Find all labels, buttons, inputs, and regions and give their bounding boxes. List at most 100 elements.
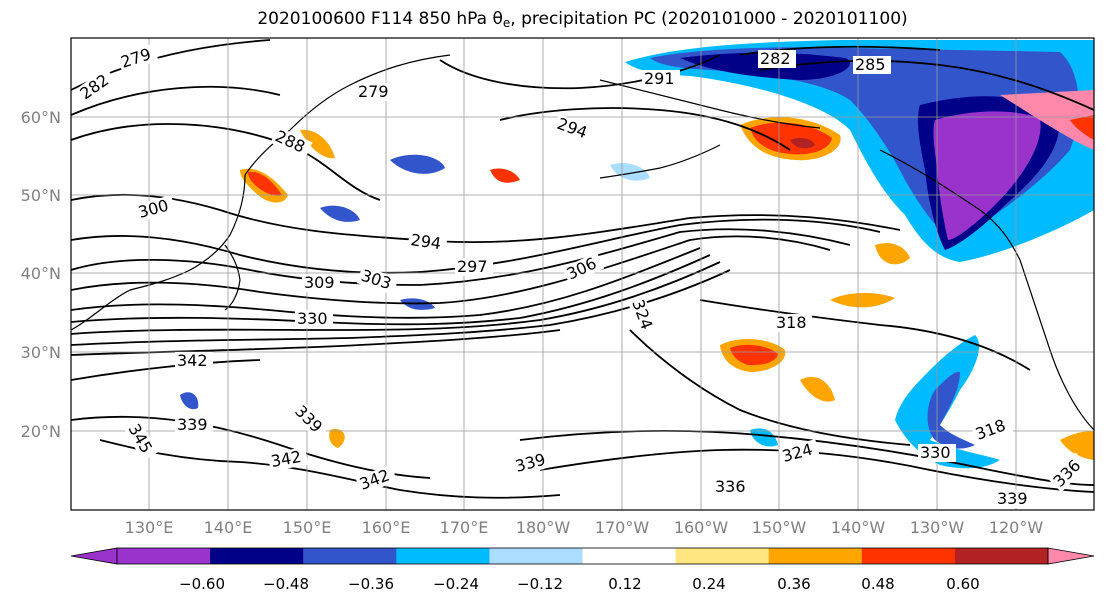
colorbar-segment <box>396 548 490 564</box>
contour-label: 318 <box>776 313 807 332</box>
colorbar-tick-label: 0.36 <box>777 575 810 593</box>
precip-blue-kuril <box>320 205 360 222</box>
colorbar-extend-min <box>70 547 118 565</box>
contour-label: 294 <box>409 230 442 253</box>
precip-orange-hawaii <box>800 376 835 402</box>
coast-siberia <box>244 54 451 176</box>
title-suffix: , precipitation PC (2020101000 - 2020101… <box>510 9 908 29</box>
coast-north-america <box>879 149 1094 431</box>
coast-alaska <box>599 79 821 129</box>
lat-label: 50°N <box>21 186 61 205</box>
precip-pink-ne <box>1000 90 1094 150</box>
lat-label: 40°N <box>21 264 61 283</box>
colorbar-segment <box>489 548 583 564</box>
colorbar-tick-label: 0.48 <box>861 575 894 593</box>
precip-purple-coast <box>933 111 1041 240</box>
contour-282 <box>71 85 281 116</box>
lon-label: 170°W <box>595 518 650 537</box>
colorbar-segment <box>210 548 304 564</box>
longitude-labels: 130°E 140°E 150°E 160°E 170°E 180°W 170°… <box>125 518 1044 537</box>
precip-red-hawaii-north <box>730 344 778 366</box>
colorbar-segment <box>117 548 211 564</box>
lon-label: 140°W <box>831 518 886 537</box>
lon-label: 130°E <box>125 518 174 537</box>
precip-blue-philippines <box>180 392 199 410</box>
precip-lightblue-bering <box>610 163 650 181</box>
colorbar-extend-max <box>1047 547 1095 565</box>
latitude-labels: 60°N 50°N 40°N 30°N 20°N <box>21 108 61 441</box>
contour-label: 336 <box>715 477 746 496</box>
lon-label: 160°W <box>674 518 729 537</box>
precip-darkred-gulf <box>790 137 815 149</box>
contour-label: 297 <box>457 257 488 276</box>
lon-label: 150°W <box>752 518 807 537</box>
precip-orange-mid-pacific <box>830 293 895 308</box>
colorbar-segment <box>861 548 956 564</box>
colorbar-tick-label: −0.48 <box>263 575 309 593</box>
colorbar-tick-label: −0.60 <box>179 575 225 593</box>
lon-label: 150°E <box>283 518 332 537</box>
contour-label: 330 <box>920 443 951 462</box>
colorbar-tick-label: −0.12 <box>517 575 563 593</box>
lat-label: 20°N <box>21 422 61 441</box>
contour-label: 282 <box>760 49 791 68</box>
contour-297 <box>71 218 881 274</box>
precip-red-edge <box>1070 115 1094 140</box>
contour-342-south <box>99 439 561 499</box>
precip-red-japan <box>248 171 282 196</box>
contour-label: 309 <box>304 273 335 292</box>
colorbar-segments <box>70 547 1095 565</box>
colorbar-tick-label: −0.36 <box>348 575 394 593</box>
contour-label: 342 <box>177 351 208 370</box>
contour-303 <box>71 228 851 286</box>
precip-orange-ne-pacific <box>875 243 910 265</box>
contour-label: 279 <box>358 82 389 101</box>
contour-318 <box>699 299 1031 371</box>
contour-330 <box>71 329 561 356</box>
colorbar-segment <box>954 548 1049 564</box>
contour-306 <box>71 235 831 305</box>
lon-label: 180°W <box>516 518 571 537</box>
colorbar-tick-label: −0.24 <box>433 575 479 593</box>
lon-label: 160°E <box>362 518 411 537</box>
colorbar-tick-label: 0.24 <box>692 575 725 593</box>
coast-asia <box>71 174 246 331</box>
colorbar-outline <box>116 547 1049 565</box>
title-subscript: e <box>502 16 511 30</box>
contour-jet-1 <box>71 254 711 326</box>
lat-label: 30°N <box>21 343 61 362</box>
coast-aleutians <box>599 144 721 179</box>
contour-309 <box>71 247 701 319</box>
precip-red-bering <box>490 168 520 183</box>
colorbar: −0.60 −0.48 −0.36 −0.24 −0.12 0.12 0.24 … <box>70 547 1095 593</box>
title-prefix: 2020100600 F114 850 hPa θ <box>257 9 503 29</box>
contour-339-east <box>519 429 1094 486</box>
contour-labels: 279 282 279 288 300 291 282 285 294 294 … <box>75 43 1089 508</box>
contour-label: 339 <box>997 489 1028 508</box>
precip-light-blue-hawaii <box>750 428 778 447</box>
coastlines <box>71 54 1094 431</box>
contour-label: 339 <box>177 415 208 434</box>
contour-label: 330 <box>297 309 328 328</box>
colorbar-tick-label: 0.12 <box>608 575 641 593</box>
precip-orange-mexico <box>1060 431 1094 460</box>
precip-shading <box>180 40 1094 469</box>
contour-342 <box>71 359 261 381</box>
contour-jet-2 <box>71 261 721 335</box>
contour-294-north <box>499 107 791 151</box>
colorbar-segment <box>582 548 677 564</box>
map-frame <box>70 37 1095 511</box>
colorbar-segment <box>768 548 863 564</box>
lon-label: 120°W <box>989 518 1044 537</box>
precip-blue-okhotsk <box>390 154 445 174</box>
coast-japan <box>224 244 241 311</box>
colorbar-tick-labels: −0.60 −0.48 −0.36 −0.24 −0.12 0.12 0.24 … <box>179 575 980 593</box>
contour-label: 285 <box>855 55 886 74</box>
contour-label: 291 <box>644 69 675 88</box>
colorbar-segment <box>675 548 770 564</box>
precip-orange-west-pacific <box>329 429 345 448</box>
precip-orange-okhotsk <box>300 129 335 159</box>
colorbar-segment <box>303 548 397 564</box>
colorbar-tick-label: 0.60 <box>946 575 979 593</box>
